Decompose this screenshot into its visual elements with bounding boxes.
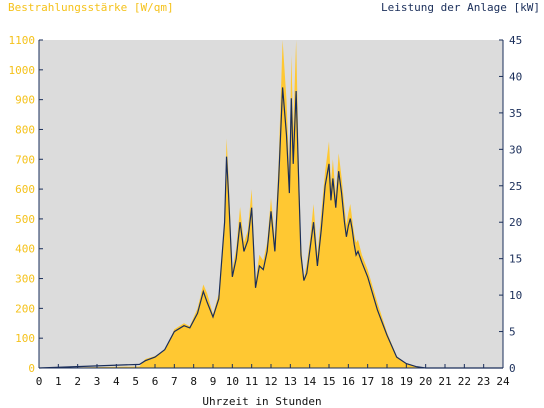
x-axis-label: Uhrzeit in Stunden bbox=[202, 395, 321, 408]
left-y-tick-label: 200 bbox=[15, 302, 35, 315]
left-y-tick-label: 800 bbox=[15, 123, 35, 136]
x-tick-label: 16 bbox=[342, 375, 355, 388]
right-y-tick-label: 25 bbox=[509, 180, 522, 193]
power-line-series bbox=[38, 87, 503, 369]
left-y-tick-label: 1000 bbox=[9, 64, 36, 77]
right-y-tick-label: 35 bbox=[509, 107, 522, 120]
x-tick-label: 12 bbox=[264, 375, 277, 388]
left-y-tick-label: 400 bbox=[15, 243, 35, 256]
right-y-tick-label: 40 bbox=[509, 70, 522, 83]
left-y-tick-label: 900 bbox=[15, 94, 35, 107]
left-y-tick-label: 100 bbox=[15, 332, 35, 345]
right-y-tick-label: 45 bbox=[509, 34, 522, 47]
x-tick-label: 24 bbox=[496, 375, 510, 388]
left-y-tick-label: 600 bbox=[15, 183, 35, 196]
right-axis-title: Leistung der Anlage [kW] bbox=[381, 1, 540, 14]
x-tick-label: 20 bbox=[419, 375, 432, 388]
x-tick-label: 11 bbox=[245, 375, 258, 388]
x-tick-label: 13 bbox=[284, 375, 297, 388]
right-y-tick-label: 0 bbox=[509, 362, 516, 375]
x-tick-label: 14 bbox=[303, 375, 317, 388]
x-tick-label: 17 bbox=[361, 375, 374, 388]
irradiance-area-series bbox=[39, 40, 503, 368]
x-tick-label: 8 bbox=[190, 375, 197, 388]
x-tick-label: 0 bbox=[36, 375, 43, 388]
x-tick-label: 18 bbox=[380, 375, 393, 388]
x-tick-label: 9 bbox=[210, 375, 217, 388]
left-y-tick-label: 700 bbox=[15, 153, 35, 166]
right-y-tick-label: 15 bbox=[509, 253, 522, 266]
left-y-tick-label: 1100 bbox=[9, 34, 36, 47]
x-tick-label: 5 bbox=[132, 375, 139, 388]
left-y-tick-label: 0 bbox=[28, 362, 35, 375]
left-y-tick-label: 500 bbox=[15, 213, 35, 226]
x-tick-label: 22 bbox=[458, 375, 471, 388]
x-tick-label: 4 bbox=[113, 375, 120, 388]
x-tick-label: 19 bbox=[400, 375, 413, 388]
right-y-tick-label: 5 bbox=[509, 326, 516, 339]
x-tick-label: 6 bbox=[152, 375, 159, 388]
left-y-tick-label: 300 bbox=[15, 273, 35, 286]
right-y-tick-label: 10 bbox=[509, 289, 522, 302]
x-tick-label: 21 bbox=[438, 375, 451, 388]
axis-layer: 0100200300400500600700800900100011000510… bbox=[9, 34, 523, 388]
x-tick-label: 2 bbox=[74, 375, 81, 388]
right-y-tick-label: 20 bbox=[509, 216, 522, 229]
x-tick-label: 15 bbox=[322, 375, 335, 388]
x-tick-label: 1 bbox=[55, 375, 62, 388]
right-y-tick-label: 30 bbox=[509, 143, 522, 156]
left-axis-title: Bestrahlungsstärke [W/qm] bbox=[8, 1, 174, 14]
x-tick-label: 3 bbox=[94, 375, 101, 388]
x-tick-label: 10 bbox=[226, 375, 239, 388]
series-layer bbox=[38, 40, 503, 369]
x-tick-label: 7 bbox=[171, 375, 178, 388]
x-tick-label: 23 bbox=[477, 375, 490, 388]
